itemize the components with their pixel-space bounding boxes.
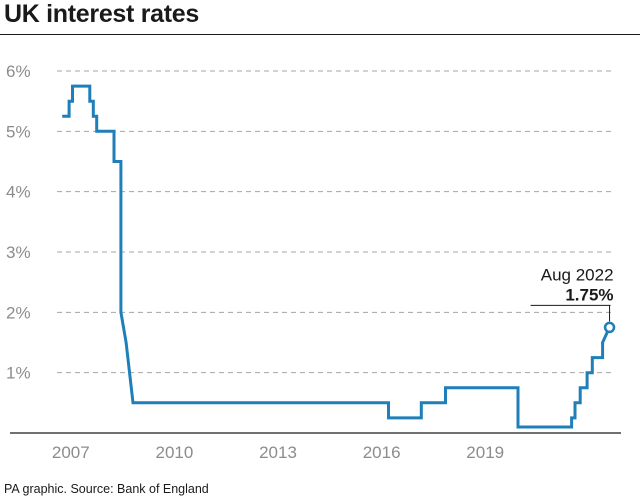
- x-tick-label: 2016: [363, 443, 401, 462]
- x-tick-label: 2019: [466, 443, 504, 462]
- x-tick-label: 2007: [52, 443, 90, 462]
- annotation-value-label: 1.75%: [565, 285, 613, 304]
- y-tick-label: 2%: [6, 303, 31, 322]
- gridlines: [57, 70, 613, 374]
- y-axis-ticks: 1% 2% 3% 4% 5% 6%: [6, 62, 31, 383]
- x-tick-label: 2013: [259, 443, 297, 462]
- x-tick-label: 2010: [156, 443, 194, 462]
- x-axis-ticks: 2007 2010 2013 2016 2019: [52, 443, 504, 462]
- line-chart: 1% 2% 3% 4% 5% 6% 2007 2010 2013 2016 2019 Aug 20…: [6, 62, 621, 462]
- y-tick-label: 3%: [6, 243, 31, 262]
- y-tick-label: 1%: [6, 364, 31, 383]
- annotation-date-label: Aug 2022: [541, 265, 614, 284]
- series-line-bank-rate: [62, 84, 611, 429]
- y-tick-label: 6%: [6, 62, 31, 81]
- chart-title: UK interest rates: [4, 0, 199, 28]
- endpoint-marker: [603, 321, 616, 334]
- source-footer: PA graphic. Source: Bank of England: [4, 482, 209, 496]
- y-tick-label: 4%: [6, 183, 31, 202]
- title-divider: [0, 34, 640, 35]
- y-tick-label: 5%: [6, 122, 31, 141]
